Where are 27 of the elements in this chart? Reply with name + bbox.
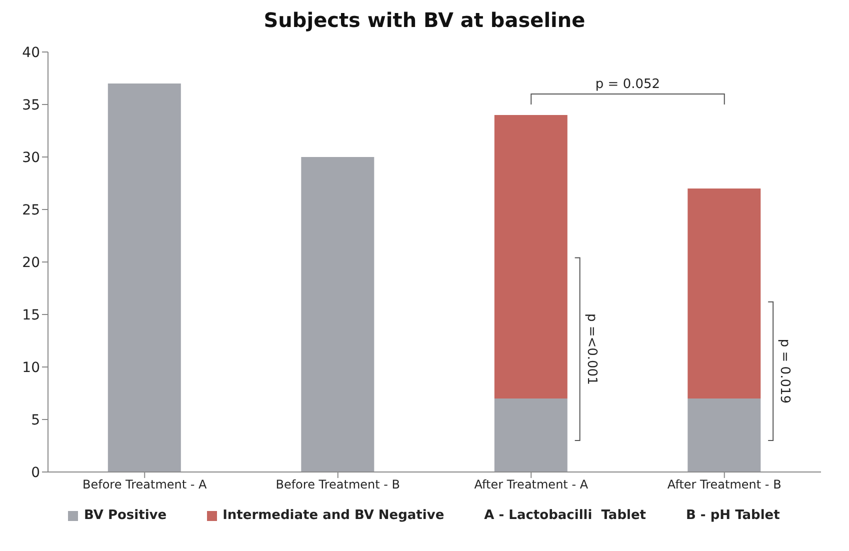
text: B - pH Tablet — [686, 508, 780, 523]
bar — [301, 157, 374, 472]
x-tick-label: After Treatment - A — [474, 478, 589, 492]
y-tick-label: 35 — [22, 97, 40, 114]
annotation: p = 0.019 — [777, 338, 792, 404]
chart-title: Subjects with BV at baseline — [262, 8, 586, 32]
y-tick-label: 40 — [22, 44, 40, 61]
annotation: p = 0.052 — [595, 77, 660, 92]
x-tick-label: Before Treatment - A — [82, 478, 208, 492]
annotation: p =<0.001 — [584, 313, 599, 385]
y-tick-label: 15 — [22, 307, 40, 324]
text: A - Lactobacilli Tablet — [484, 508, 646, 523]
legend-label: Intermediate and BV Negative — [222, 508, 444, 523]
bar — [688, 398, 761, 472]
bar — [494, 398, 568, 472]
y-tick-label: 20 — [22, 254, 40, 271]
bar — [688, 188, 761, 398]
y-tick-label: 5 — [31, 412, 40, 428]
bar — [108, 84, 181, 472]
y-tick-label: 10 — [22, 360, 40, 376]
y-tick-label: 0 — [31, 464, 40, 481]
x-tick-label: After Treatment - B — [667, 478, 782, 492]
legend-label: BV Positive — [83, 508, 167, 523]
y-tick-label: 30 — [22, 150, 40, 166]
x-tick-label: Before Treatment - B — [276, 478, 400, 492]
bar — [494, 115, 568, 398]
y-tick-label: 25 — [22, 202, 40, 218]
